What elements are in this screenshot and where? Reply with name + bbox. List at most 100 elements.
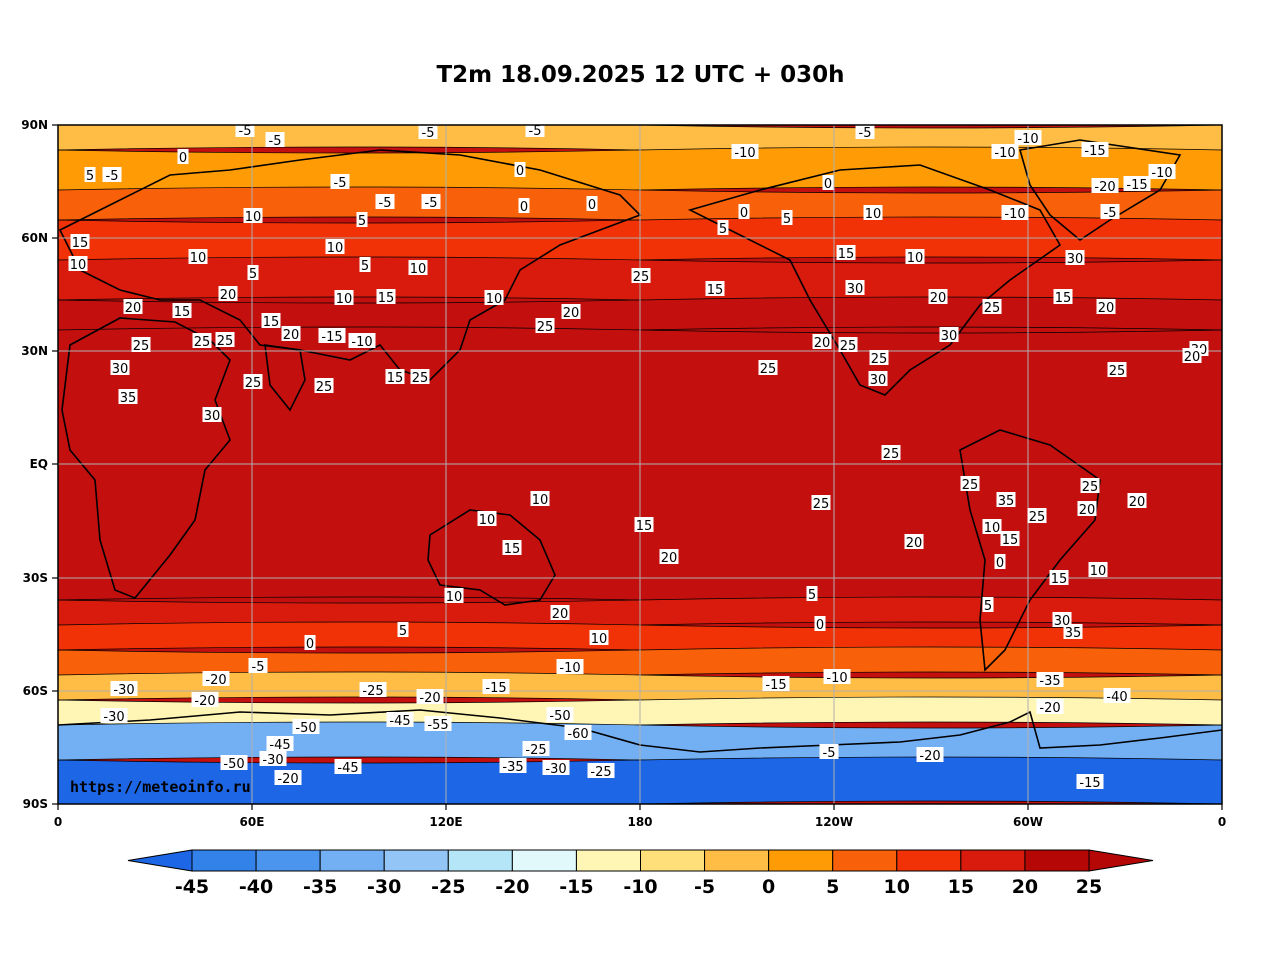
lat-tick-label: 60N (21, 231, 48, 245)
contour-label: 20 (561, 304, 581, 321)
svg-text:20: 20 (661, 551, 678, 566)
colorbar-swatch (383, 849, 449, 872)
contour-label: 5 (397, 622, 409, 639)
contour-label: 5 (982, 597, 994, 614)
svg-text:10: 10 (486, 292, 503, 307)
svg-text:-5: -5 (269, 134, 282, 149)
svg-text:25: 25 (840, 339, 857, 354)
colorbar-tick-label: -40 (239, 876, 273, 898)
svg-text:20: 20 (220, 288, 237, 303)
contour-label: 5 (717, 220, 729, 237)
svg-text:-45: -45 (269, 738, 290, 753)
svg-text:15: 15 (72, 236, 89, 251)
contour-label: -5 (421, 194, 441, 211)
contour-label: 10 (1088, 562, 1108, 579)
contour-label: 25 (1027, 508, 1047, 525)
lat-lon-grid (58, 125, 1222, 804)
colorbar-swatch (832, 849, 898, 872)
contour-label: 30 (202, 407, 222, 424)
contour-label: 30 (845, 280, 865, 297)
contour-label: -25 (587, 763, 615, 780)
contour-label: 10 (243, 208, 263, 225)
contour-label: 15 (1053, 289, 1073, 306)
contour-label: 0 (514, 162, 526, 179)
colorbar-tick-label: 25 (1076, 876, 1102, 898)
svg-text:25: 25 (412, 371, 429, 386)
lat-tick-label: 30S (23, 571, 48, 585)
svg-text:20: 20 (125, 301, 142, 316)
svg-text:0: 0 (588, 198, 596, 213)
contour-label: -5 (248, 658, 268, 675)
svg-text:10: 10 (984, 521, 1001, 536)
svg-text:25: 25 (537, 320, 554, 335)
svg-text:-45: -45 (337, 761, 358, 776)
contour-label: 25 (410, 369, 430, 386)
contour-label: -20 (416, 689, 444, 706)
contour-label: 10 (334, 290, 354, 307)
contour-label: 30 (110, 360, 130, 377)
svg-text:-20: -20 (205, 673, 226, 688)
contour-label: -10 (348, 333, 376, 350)
colorbar-tick-label: 20 (1012, 876, 1038, 898)
svg-text:-10: -10 (734, 146, 755, 161)
svg-text:-25: -25 (590, 765, 611, 780)
colorbar-tick-label: -15 (559, 876, 593, 898)
svg-text:10: 10 (190, 251, 207, 266)
svg-text:-5: -5 (529, 124, 542, 139)
colorbar-swatch (1024, 849, 1090, 872)
svg-text:25: 25 (633, 270, 650, 285)
svg-text:-20: -20 (194, 694, 215, 709)
svg-text:15: 15 (174, 305, 191, 320)
svg-text:25: 25 (1082, 480, 1099, 495)
svg-text:15: 15 (1002, 533, 1019, 548)
contour-label: -5 (1100, 204, 1120, 221)
contour-label: -25 (359, 682, 387, 699)
svg-text:-35: -35 (1039, 674, 1060, 689)
svg-text:-55: -55 (427, 718, 448, 733)
contour-label: 10 (589, 630, 609, 647)
svg-text:5: 5 (86, 169, 94, 184)
lat-tick-label: EQ (30, 457, 48, 471)
svg-text:-15: -15 (1079, 776, 1100, 791)
contour-label: 25 (535, 318, 555, 335)
colorbar: -45 -40 -35 -30 -25 -20 -15 -10 -5 0 5 10 15 20 25 (127, 849, 1154, 898)
contour-label: -50 (292, 719, 320, 736)
svg-text:15: 15 (1051, 572, 1068, 587)
svg-text:20: 20 (1129, 495, 1146, 510)
svg-text:-30: -30 (545, 762, 566, 777)
svg-text:15: 15 (636, 519, 653, 534)
contour-label: 20 (123, 299, 143, 316)
svg-text:-5: -5 (334, 176, 347, 191)
lon-tick-label: 0 (54, 815, 62, 829)
svg-text:10: 10 (479, 513, 496, 528)
svg-text:5: 5 (249, 267, 257, 282)
svg-text:-50: -50 (223, 757, 244, 772)
contour-label: 25 (1080, 478, 1100, 495)
contour-label: 15 (705, 281, 725, 298)
svg-text:25: 25 (316, 380, 333, 395)
svg-text:-10: -10 (994, 146, 1015, 161)
contour-label: 25 (881, 445, 901, 462)
antarctica-outline (58, 709, 1222, 753)
contour-label: 10 (444, 588, 464, 605)
contour-label: -15 (1123, 176, 1151, 193)
colorbar-tick-label: -30 (367, 876, 401, 898)
svg-text:25: 25 (245, 376, 262, 391)
svg-text:-15: -15 (765, 678, 786, 693)
watermark-text: https://meteoinfo.ru (70, 778, 251, 796)
svg-text:30: 30 (870, 373, 887, 388)
contour-label: -10 (823, 669, 851, 686)
svg-text:-10: -10 (1004, 207, 1025, 222)
contour-label: -20 (1091, 178, 1119, 195)
contour-label: -5 (102, 167, 122, 184)
contour-label: 15 (836, 245, 856, 262)
lat-tick-label: 90S (23, 797, 48, 811)
svg-text:20: 20 (1098, 301, 1115, 316)
contour-label: 35 (1063, 624, 1083, 641)
contour-label: 0 (994, 554, 1006, 571)
svg-text:20: 20 (930, 291, 947, 306)
contour-label: -45 (386, 712, 414, 729)
colorbar-tick-label: 15 (948, 876, 974, 898)
